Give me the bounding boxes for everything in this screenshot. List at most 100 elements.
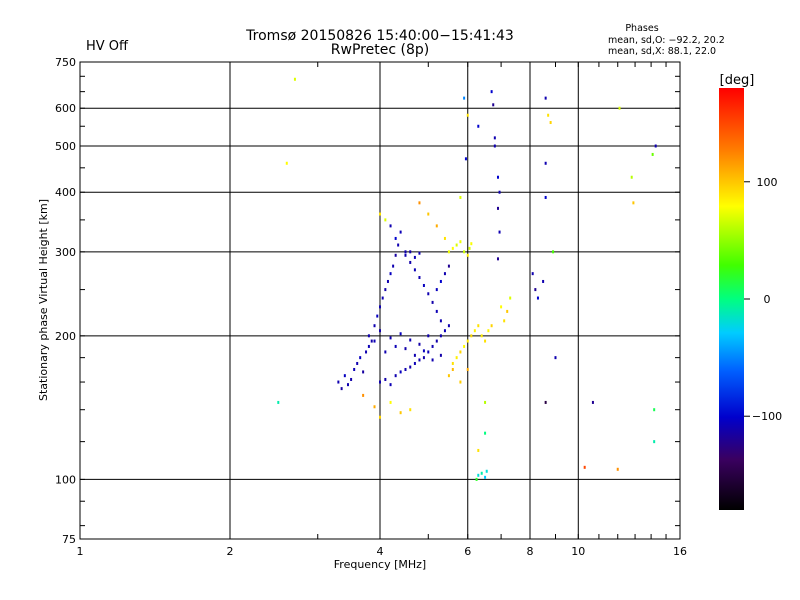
data-point xyxy=(365,350,368,354)
data-point xyxy=(399,370,402,374)
data-point xyxy=(394,253,397,257)
data-point xyxy=(413,361,416,365)
data-point xyxy=(399,332,402,336)
data-point xyxy=(477,124,480,128)
data-point xyxy=(435,339,438,343)
chart-title: Tromsø 20150826 15:40:00−15:41:43 xyxy=(245,28,514,44)
data-point xyxy=(340,387,343,391)
data-point xyxy=(500,305,503,309)
data-point xyxy=(431,358,434,362)
data-point xyxy=(389,272,392,276)
data-point xyxy=(544,400,547,404)
y-tick-label: 200 xyxy=(55,330,76,343)
data-point xyxy=(552,250,555,254)
data-point xyxy=(427,334,430,338)
y-tick-label: 100 xyxy=(55,473,76,486)
data-point xyxy=(353,367,356,371)
data-point xyxy=(470,334,473,338)
data-point xyxy=(384,350,387,354)
data-point xyxy=(531,272,534,276)
data-point xyxy=(389,383,392,387)
y-tick-label: 75 xyxy=(62,533,76,546)
data-point xyxy=(277,400,280,404)
data-point xyxy=(544,96,547,100)
data-point xyxy=(409,338,412,342)
data-point xyxy=(379,329,381,333)
data-point xyxy=(343,374,346,378)
data-point xyxy=(435,224,438,228)
data-point xyxy=(404,367,407,371)
data-point xyxy=(451,361,454,365)
data-point xyxy=(466,113,469,117)
data-point xyxy=(447,374,450,378)
data-point xyxy=(386,279,389,283)
colorbar-tick-label: −100 xyxy=(752,410,782,423)
data-point xyxy=(379,380,381,384)
data-point xyxy=(439,353,442,357)
x-tick-label: 16 xyxy=(673,545,687,558)
data-point xyxy=(463,250,466,254)
data-point xyxy=(381,296,384,300)
data-point xyxy=(409,365,412,369)
data-point xyxy=(404,253,407,257)
data-point xyxy=(435,288,438,292)
data-point xyxy=(493,136,496,140)
minor-ticks xyxy=(79,62,681,539)
data-point xyxy=(413,268,416,272)
colorbar-label: [deg] xyxy=(720,73,755,88)
data-point xyxy=(544,195,547,199)
data-point xyxy=(362,393,365,397)
data-point xyxy=(542,279,545,283)
data-point xyxy=(549,121,552,125)
data-point xyxy=(384,377,387,381)
data-point xyxy=(591,400,594,404)
data-point xyxy=(389,224,392,228)
data-point xyxy=(484,475,487,479)
colorbar-tick-label: 100 xyxy=(757,176,778,189)
data-point xyxy=(373,324,376,328)
y-tick-label: 750 xyxy=(55,56,76,69)
data-point xyxy=(404,347,407,351)
data-point xyxy=(477,473,480,477)
data-point xyxy=(350,377,353,381)
data-point xyxy=(451,367,454,371)
data-point xyxy=(654,144,657,148)
data-point xyxy=(409,408,412,412)
data-point xyxy=(468,246,471,250)
data-point xyxy=(547,113,550,117)
data-point xyxy=(653,440,656,444)
data-point xyxy=(418,276,421,280)
data-point xyxy=(496,175,499,179)
data-point xyxy=(536,296,539,300)
data-point xyxy=(427,350,430,354)
data-point xyxy=(651,152,654,156)
chart-subtitle: RwPretec (8p) xyxy=(331,42,429,58)
data-point xyxy=(447,250,450,254)
data-point xyxy=(630,175,633,179)
data-point xyxy=(503,319,506,323)
data-point xyxy=(544,161,547,165)
data-point xyxy=(418,201,421,205)
data-point xyxy=(480,334,483,338)
data-point xyxy=(362,370,365,374)
data-point xyxy=(480,471,483,475)
data-point xyxy=(484,400,487,404)
data-point xyxy=(466,339,469,343)
data-point xyxy=(359,356,362,360)
data-point xyxy=(418,251,421,255)
data-point xyxy=(427,292,430,296)
data-point xyxy=(392,264,395,268)
data-point xyxy=(459,350,462,354)
data-point xyxy=(459,380,462,384)
data-point xyxy=(439,319,442,323)
data-point xyxy=(422,349,425,353)
data-point xyxy=(367,334,370,338)
data-point xyxy=(443,329,446,333)
data-point xyxy=(477,324,480,328)
data-point xyxy=(431,344,434,348)
data-point xyxy=(447,324,450,328)
data-point xyxy=(413,353,416,357)
x-tick-label: 4 xyxy=(377,545,384,558)
y-axis-label: Stationary phase Virtual Height [km] xyxy=(37,199,50,401)
